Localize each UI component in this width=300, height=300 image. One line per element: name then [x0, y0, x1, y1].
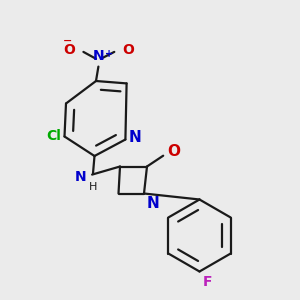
Text: N: N [93, 49, 104, 63]
Text: Cl: Cl [46, 130, 62, 143]
Text: −: − [62, 36, 72, 46]
Text: +: + [105, 50, 113, 59]
Text: O: O [63, 44, 75, 57]
Text: O: O [122, 44, 134, 57]
Text: O: O [167, 144, 180, 159]
Text: N: N [146, 196, 159, 211]
Text: N: N [74, 170, 86, 184]
Text: N: N [129, 130, 142, 146]
Text: H: H [89, 182, 98, 191]
Text: F: F [203, 274, 213, 289]
